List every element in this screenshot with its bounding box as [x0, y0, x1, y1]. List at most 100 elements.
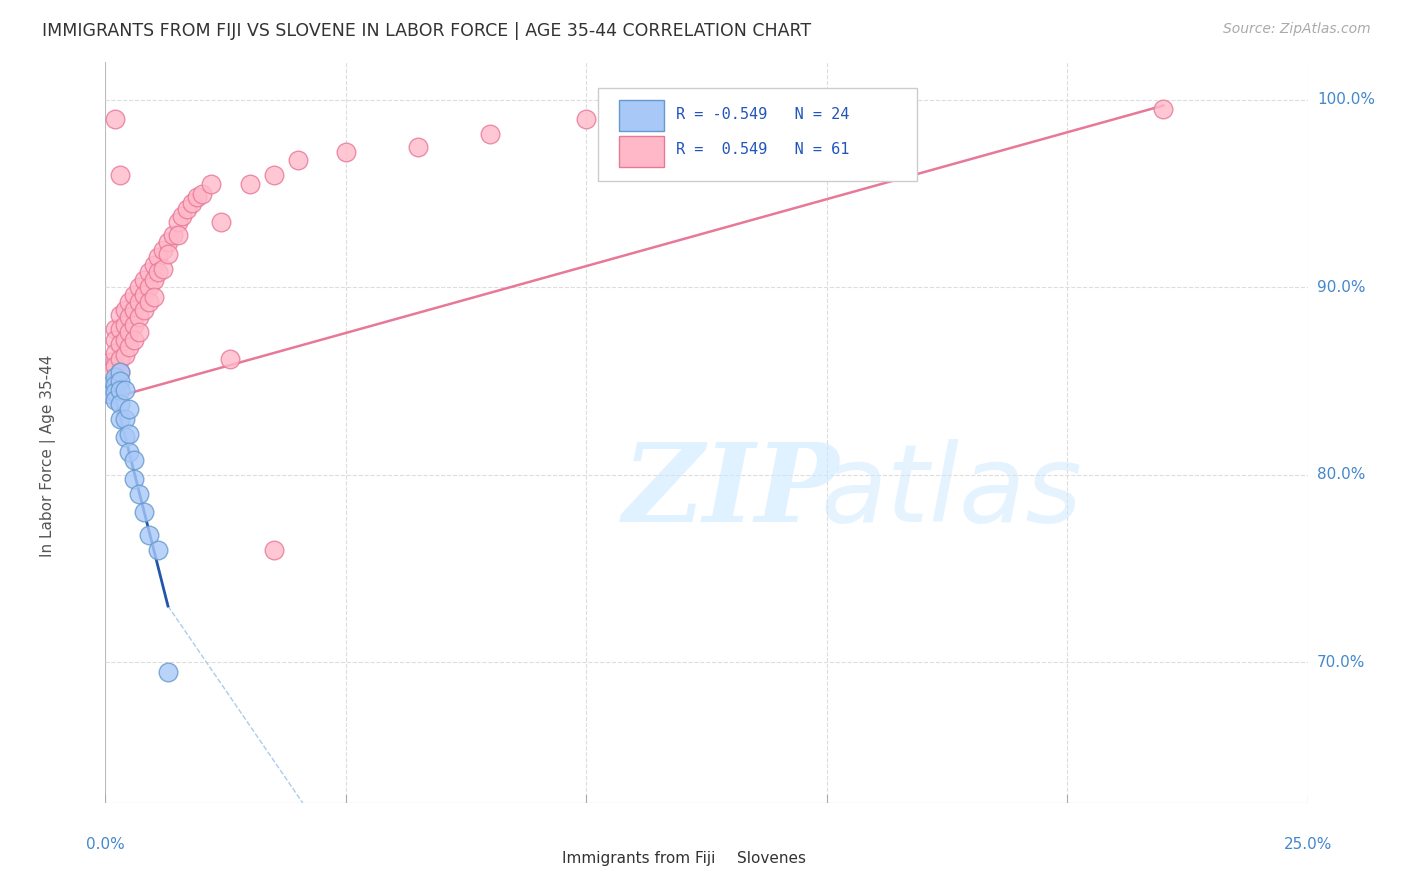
- Point: [104, 346, 127, 360]
- Point: [152, 243, 174, 257]
- Text: In Labor Force | Age 35-44: In Labor Force | Age 35-44: [39, 355, 56, 558]
- Point: [108, 396, 131, 410]
- Point: [156, 246, 179, 260]
- Point: [132, 302, 155, 317]
- Point: [263, 168, 285, 182]
- Point: [128, 280, 150, 294]
- Text: 0.0%: 0.0%: [86, 837, 125, 852]
- Point: [98, 355, 121, 369]
- Point: [108, 374, 131, 388]
- Point: [124, 288, 146, 302]
- Point: [128, 310, 150, 325]
- Text: Immigrants from Fiji: Immigrants from Fiji: [562, 851, 716, 866]
- Text: Source: ZipAtlas.com: Source: ZipAtlas.com: [1223, 22, 1371, 37]
- Point: [219, 351, 242, 366]
- Text: 70.0%: 70.0%: [1317, 655, 1365, 670]
- Point: [114, 333, 136, 347]
- Point: [132, 273, 155, 287]
- Point: [128, 326, 150, 340]
- Point: [156, 235, 179, 250]
- Text: 90.0%: 90.0%: [1317, 280, 1365, 295]
- Point: [128, 486, 150, 500]
- Point: [98, 365, 121, 379]
- Point: [108, 351, 131, 366]
- Point: [118, 402, 141, 417]
- Point: [148, 542, 170, 557]
- Point: [118, 326, 141, 340]
- Point: [166, 215, 188, 229]
- Point: [118, 340, 141, 354]
- Point: [148, 251, 170, 265]
- Point: [132, 288, 155, 302]
- Point: [114, 302, 136, 317]
- Point: [114, 348, 136, 362]
- Point: [132, 505, 155, 519]
- Point: [200, 178, 222, 192]
- Point: [108, 168, 131, 182]
- Point: [156, 665, 179, 679]
- Point: [114, 384, 136, 398]
- Point: [181, 196, 204, 211]
- Point: [239, 178, 262, 192]
- Point: [118, 295, 141, 310]
- Point: [575, 112, 598, 126]
- Point: [104, 333, 127, 347]
- FancyBboxPatch shape: [599, 88, 917, 181]
- FancyBboxPatch shape: [619, 136, 665, 167]
- Point: [98, 387, 121, 401]
- Point: [138, 528, 160, 542]
- Point: [108, 411, 131, 425]
- Point: [148, 265, 170, 279]
- Point: [263, 542, 285, 557]
- Text: Slovenes: Slovenes: [737, 851, 806, 866]
- Point: [209, 215, 232, 229]
- Point: [104, 112, 127, 126]
- Point: [166, 227, 188, 242]
- Point: [138, 265, 160, 279]
- Point: [108, 309, 131, 323]
- Point: [152, 261, 174, 276]
- Point: [142, 258, 165, 272]
- Point: [118, 310, 141, 325]
- Text: ZIP: ZIP: [623, 438, 839, 546]
- Point: [104, 392, 127, 407]
- Point: [124, 452, 146, 467]
- Text: 80.0%: 80.0%: [1317, 467, 1365, 483]
- Text: R =  0.549   N = 61: R = 0.549 N = 61: [676, 142, 849, 157]
- Point: [124, 318, 146, 332]
- Point: [108, 336, 131, 351]
- Point: [124, 302, 146, 317]
- Point: [128, 295, 150, 310]
- Point: [479, 127, 502, 141]
- Text: 100.0%: 100.0%: [1317, 93, 1375, 107]
- Text: IMMIGRANTS FROM FIJI VS SLOVENE IN LABOR FORCE | AGE 35-44 CORRELATION CHART: IMMIGRANTS FROM FIJI VS SLOVENE IN LABOR…: [42, 22, 811, 40]
- Point: [98, 377, 121, 392]
- Point: [114, 318, 136, 332]
- Point: [124, 471, 146, 485]
- Point: [124, 333, 146, 347]
- Text: R = -0.549   N = 24: R = -0.549 N = 24: [676, 107, 849, 122]
- Point: [118, 426, 141, 441]
- Point: [114, 430, 136, 444]
- Text: 25.0%: 25.0%: [1284, 837, 1331, 852]
- Point: [406, 140, 429, 154]
- Point: [142, 273, 165, 287]
- Point: [190, 186, 212, 201]
- Point: [162, 227, 184, 242]
- FancyBboxPatch shape: [520, 849, 554, 871]
- Point: [104, 385, 127, 400]
- FancyBboxPatch shape: [695, 849, 728, 871]
- Point: [172, 209, 194, 223]
- Point: [104, 359, 127, 373]
- Point: [138, 295, 160, 310]
- Point: [104, 377, 127, 392]
- Point: [138, 280, 160, 294]
- Point: [186, 190, 208, 204]
- Point: [287, 153, 309, 167]
- Point: [1152, 103, 1174, 117]
- Point: [142, 290, 165, 304]
- Point: [108, 321, 131, 335]
- Point: [108, 365, 131, 379]
- Point: [104, 370, 127, 384]
- Point: [108, 365, 131, 379]
